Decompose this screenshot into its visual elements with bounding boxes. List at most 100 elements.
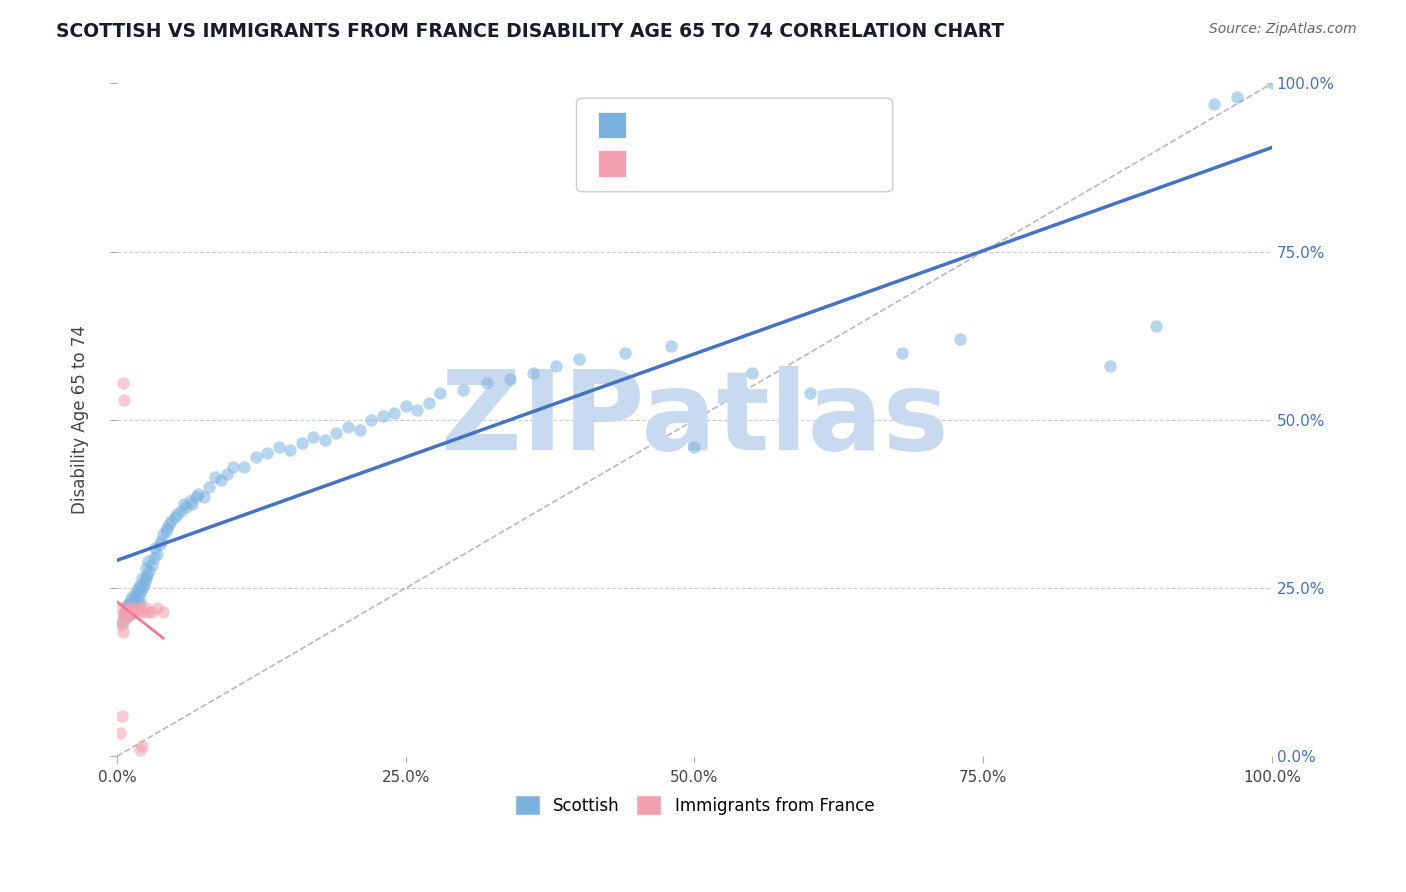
Point	[173, 497, 195, 511]
Point	[120, 605, 142, 619]
Point	[112, 392, 135, 407]
Point	[568, 352, 591, 367]
Point	[614, 345, 637, 359]
Point	[157, 517, 180, 532]
Point	[121, 605, 143, 619]
Point	[209, 474, 232, 488]
Point	[146, 548, 169, 562]
Point	[499, 372, 522, 386]
Point	[453, 383, 475, 397]
Point	[110, 615, 132, 629]
Point	[169, 504, 191, 518]
Point	[406, 402, 429, 417]
Point	[136, 567, 159, 582]
Point	[143, 550, 166, 565]
Point	[1226, 90, 1249, 104]
Point	[741, 366, 763, 380]
Point	[198, 480, 221, 494]
Point	[155, 524, 177, 538]
Point	[129, 577, 152, 591]
Text: Source: ZipAtlas.com: Source: ZipAtlas.com	[1209, 22, 1357, 37]
Point	[683, 440, 706, 454]
Text: SCOTTISH VS IMMIGRANTS FROM FRANCE DISABILITY AGE 65 TO 74 CORRELATION CHART: SCOTTISH VS IMMIGRANTS FROM FRANCE DISAB…	[56, 22, 1004, 41]
Point	[314, 433, 336, 447]
Point	[131, 581, 153, 595]
Point	[124, 588, 146, 602]
Point	[371, 409, 394, 424]
Point	[117, 605, 139, 619]
Point	[141, 558, 163, 572]
Point	[127, 581, 149, 595]
Point	[204, 470, 226, 484]
Point	[187, 487, 209, 501]
Point	[949, 332, 972, 346]
Point	[475, 376, 498, 390]
Point	[117, 598, 139, 612]
Point	[799, 386, 821, 401]
Point	[125, 601, 148, 615]
Point	[128, 588, 150, 602]
Point	[184, 490, 207, 504]
Point	[221, 459, 243, 474]
Point	[149, 537, 172, 551]
Point	[267, 440, 290, 454]
Point	[114, 605, 136, 619]
Point	[152, 605, 174, 619]
Point	[111, 376, 134, 390]
Point	[108, 601, 131, 615]
Point	[124, 598, 146, 612]
Point	[149, 533, 172, 548]
Point	[115, 601, 138, 615]
Point	[135, 571, 157, 585]
Point	[143, 541, 166, 555]
Point	[136, 605, 159, 619]
Y-axis label: Disability Age 65 to 74: Disability Age 65 to 74	[72, 326, 89, 515]
Point	[337, 419, 360, 434]
Point	[131, 571, 153, 585]
Point	[115, 611, 138, 625]
Point	[659, 339, 682, 353]
Point	[117, 607, 139, 622]
Point	[429, 386, 451, 401]
Point	[131, 739, 153, 754]
Point	[134, 574, 156, 589]
Point	[132, 605, 155, 619]
Point	[124, 591, 146, 606]
Point	[1099, 359, 1122, 373]
Point	[124, 605, 146, 619]
Point	[152, 527, 174, 541]
Point	[349, 423, 371, 437]
Point	[193, 490, 215, 504]
Point	[125, 584, 148, 599]
Point	[166, 507, 188, 521]
Point	[129, 601, 152, 615]
Text: R =  0.660   N = 93: R = 0.660 N = 93	[634, 120, 825, 138]
Point	[129, 742, 152, 756]
Point	[325, 426, 347, 441]
Point	[291, 436, 314, 450]
Point	[138, 564, 160, 578]
Point	[112, 607, 135, 622]
Point	[120, 601, 142, 615]
Point	[1144, 318, 1167, 333]
Point	[127, 594, 149, 608]
Point	[176, 500, 198, 515]
Point	[418, 396, 440, 410]
Point	[129, 594, 152, 608]
Point	[1261, 77, 1284, 91]
Point	[163, 510, 186, 524]
Point	[114, 605, 136, 619]
Point	[141, 605, 163, 619]
Point	[233, 459, 256, 474]
Point	[302, 430, 325, 444]
Point	[156, 520, 179, 534]
Text: ZIPatlas: ZIPatlas	[440, 367, 948, 474]
Point	[112, 607, 135, 622]
Point	[891, 345, 914, 359]
Point	[522, 366, 544, 380]
Point	[122, 594, 145, 608]
Point	[132, 577, 155, 591]
Point	[215, 467, 238, 481]
Point	[256, 446, 278, 460]
Point	[128, 605, 150, 619]
